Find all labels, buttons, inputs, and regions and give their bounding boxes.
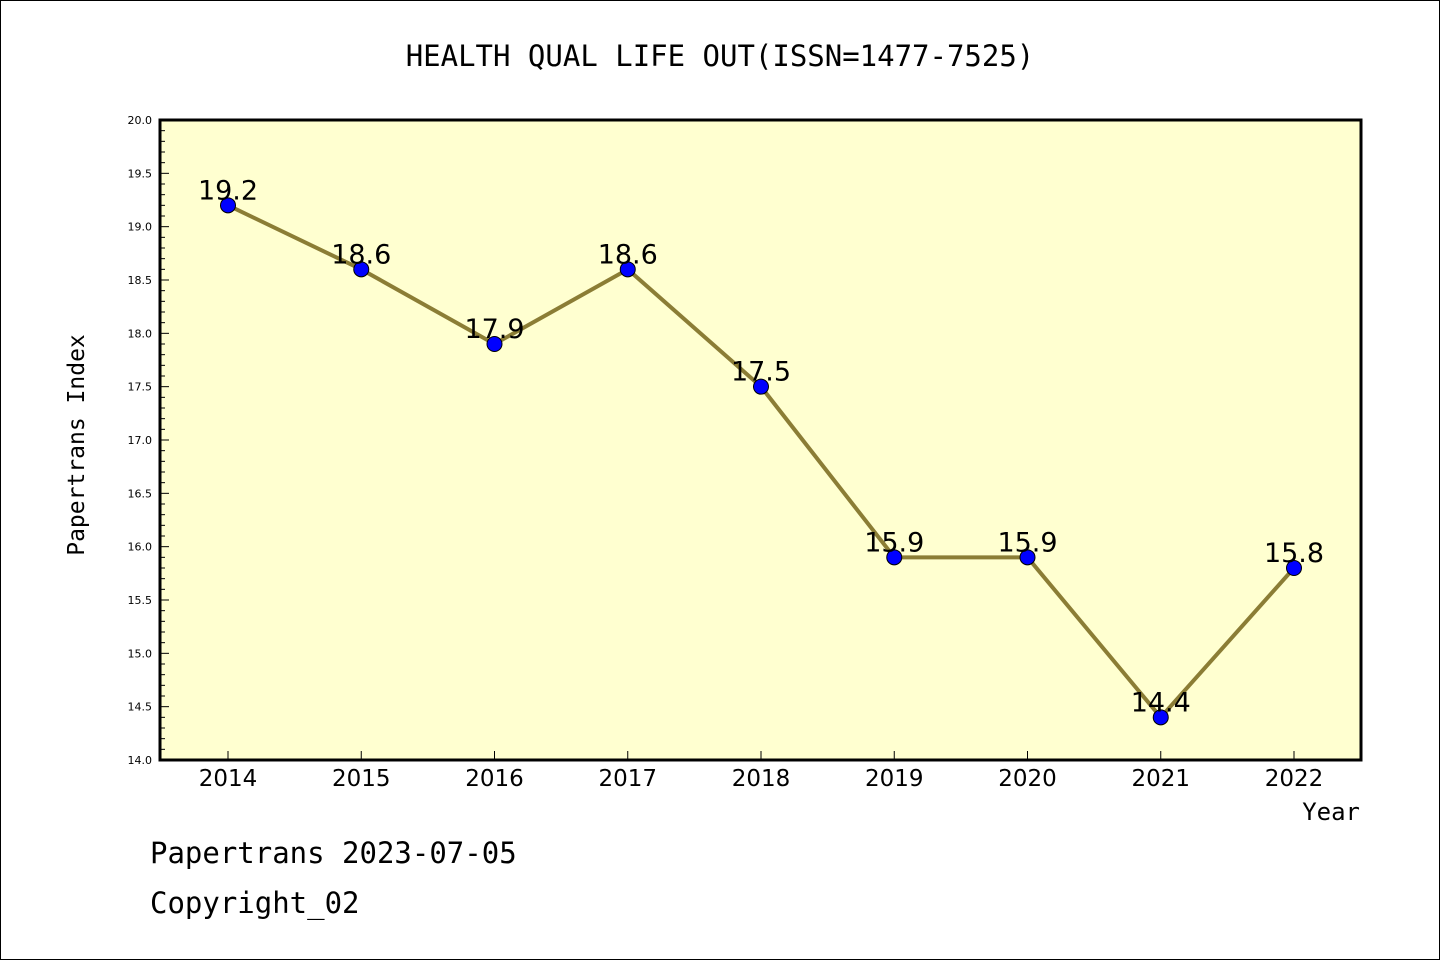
data-point <box>1286 560 1302 576</box>
data-point <box>886 549 903 566</box>
y-axis: 14.0 14.5 15.0 15.5 16.0 16.5 17.0 17.5 18.0 18.5… <box>128 114 169 767</box>
data-label: 15.9 <box>864 527 924 558</box>
y-tick-label: 18.0 <box>128 327 153 340</box>
data-label: 17.5 <box>731 357 791 388</box>
data-point <box>753 378 769 395</box>
data-series <box>220 197 1302 726</box>
data-label: 18.6 <box>331 239 391 270</box>
y-axis-title: Papertrans Index <box>64 334 90 556</box>
data-point <box>1152 709 1169 726</box>
plot-area <box>158 118 1363 762</box>
y-tick-label: 17.0 <box>128 434 153 447</box>
y-tick-label: 18.5 <box>128 274 153 287</box>
x-tick-label: 2019 <box>865 766 924 792</box>
data-point <box>1019 549 1036 566</box>
x-tick-label: 2018 <box>732 766 791 792</box>
data-point <box>486 336 503 352</box>
x-tick-label: 2017 <box>598 766 657 792</box>
data-label: 15.8 <box>1264 538 1324 569</box>
x-tick-label: 2022 <box>1265 766 1324 792</box>
chart-title: HEALTH QUAL LIFE OUT(ISSN=1477-7525) <box>406 39 1035 73</box>
data-label: 19.2 <box>198 175 258 206</box>
data-label: 14.4 <box>1131 687 1191 718</box>
y-tick-label: 20.0 <box>128 114 153 127</box>
y-tick-label: 16.5 <box>128 487 153 500</box>
x-axis-title: Year <box>1302 798 1360 826</box>
y-tick-label: 15.5 <box>128 594 153 607</box>
data-point <box>220 197 236 214</box>
y-tick-label: 16.0 <box>128 541 153 554</box>
x-tick-label: 2021 <box>1131 766 1190 792</box>
data-point <box>619 261 636 278</box>
x-tick-label: 2015 <box>332 766 391 792</box>
x-tick-label: 2016 <box>465 766 524 792</box>
y-tick-label: 17.5 <box>128 381 153 394</box>
footer-date: Papertrans 2023-07-05 <box>150 836 517 870</box>
y-tick-label: 15.0 <box>128 647 153 660</box>
x-tick-label: 2020 <box>998 766 1057 792</box>
footer-copyright: Copyright_02 <box>150 886 360 920</box>
y-tick-label: 19.5 <box>128 167 153 180</box>
data-label: 18.6 <box>598 239 658 270</box>
data-point <box>353 261 370 278</box>
data-labels: 19.2 18.6 17.9 18.6 17.5 15.9 15.9 14.4 15.8 <box>198 175 1324 718</box>
y-tick-label: 14.0 <box>128 754 153 767</box>
y-tick-label: 14.5 <box>128 701 153 714</box>
x-tick-label: 2014 <box>199 766 258 792</box>
x-axis: 2014 2015 2016 2017 2018 2019 2020 2021 2022 <box>199 751 1324 792</box>
data-label: 17.9 <box>464 314 524 345</box>
data-label: 15.9 <box>997 527 1057 558</box>
y-tick-label: 19.0 <box>128 221 153 234</box>
